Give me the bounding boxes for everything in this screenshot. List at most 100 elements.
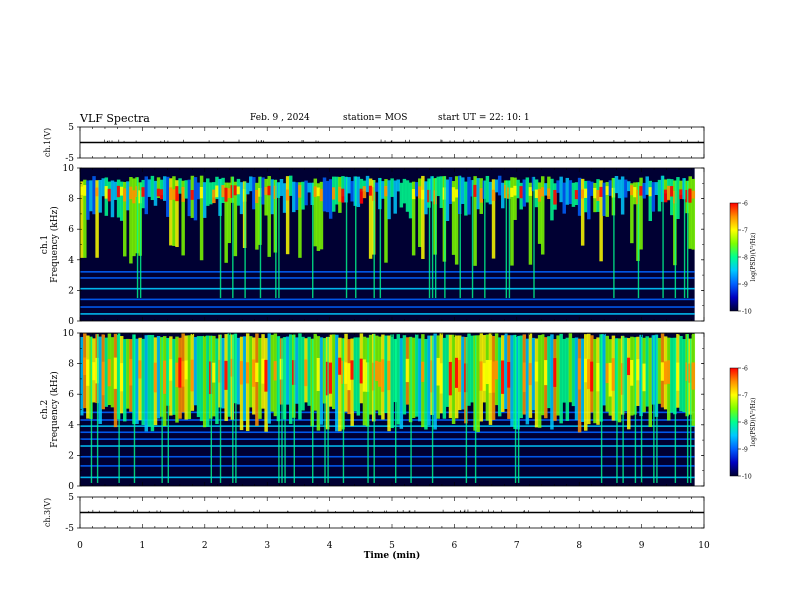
spectrogram-column xyxy=(451,334,456,425)
sferic-spike xyxy=(210,335,213,483)
emission-line xyxy=(80,438,695,440)
sferic-spike xyxy=(634,337,637,483)
colorbar-tick-label: -6 xyxy=(742,201,748,208)
spectrogram-column xyxy=(657,337,662,404)
spectrogram-hotspot xyxy=(212,189,216,204)
spectrogram-column xyxy=(387,180,391,220)
spectrogram-column xyxy=(328,179,333,219)
spectrogram-column xyxy=(461,336,465,410)
spectrogram-column xyxy=(307,182,311,193)
spectrogram-column xyxy=(491,179,496,259)
spectrogram-column xyxy=(224,182,228,263)
spectrogram-hotspot xyxy=(596,190,600,201)
date-label: Feb. 9 , 2024 xyxy=(250,113,310,123)
spectrogram-column xyxy=(199,336,204,422)
sferic-spike xyxy=(653,335,655,483)
spectrogram-hotspot xyxy=(239,361,244,385)
spectrogram-hotspot xyxy=(553,358,557,387)
sferic-spike xyxy=(637,182,640,299)
spectrogram-column xyxy=(620,176,625,215)
spectrogram-column xyxy=(150,175,155,201)
spectrogram-column xyxy=(584,334,588,431)
spectrogram-column xyxy=(411,181,416,256)
spectrogram-column xyxy=(580,178,585,246)
spectrogram-hotspot xyxy=(338,186,342,202)
spectrogram-hotspot xyxy=(123,188,127,202)
spectrogram-column xyxy=(568,180,573,205)
spectrogram-hotspot xyxy=(666,185,671,201)
spectrogram-hotspot xyxy=(587,359,591,390)
spectrogram-column xyxy=(215,338,219,425)
spectrogram-column xyxy=(451,181,456,255)
spectrogram-column xyxy=(144,176,149,215)
spectrogram-column xyxy=(147,179,152,197)
spectrogram-column xyxy=(80,336,84,416)
x-tick-label: 1 xyxy=(140,541,146,551)
colorbar xyxy=(729,367,739,477)
spectrogram-hotspot xyxy=(359,188,364,204)
spectrogram-column xyxy=(510,177,514,266)
spectrogram-column xyxy=(648,180,653,222)
spectrogram-hotspot xyxy=(116,185,121,198)
spectrogram-column xyxy=(648,337,653,427)
spectrogram-column xyxy=(559,333,563,424)
spectrogram-column xyxy=(141,338,145,426)
spectrogram-hotspot xyxy=(104,186,109,199)
spectrogram-column xyxy=(540,176,545,255)
spectrogram-hotspot xyxy=(448,361,453,396)
spectrogram-column xyxy=(347,177,351,194)
spectrogram-column xyxy=(393,180,397,214)
spectrogram-hotspot xyxy=(255,189,259,204)
spectrogram-column xyxy=(519,335,523,419)
spectrogram-hotspot xyxy=(507,361,511,388)
spectrogram-column xyxy=(513,177,517,220)
spectrogram-column xyxy=(448,177,453,204)
spectrogram-column xyxy=(206,335,210,427)
spectrogram-hotspot xyxy=(141,187,145,197)
spectrogram-hotspot xyxy=(107,359,112,387)
sferic-spike xyxy=(431,176,434,299)
spectrogram-column xyxy=(630,183,634,244)
sferic-spike xyxy=(431,335,434,483)
spectrogram-column xyxy=(399,182,404,208)
spectrogram-hotspot xyxy=(101,361,105,396)
spectrogram-hotspot xyxy=(479,361,483,391)
spectrogram-hotspot xyxy=(491,361,496,393)
colorbar-tick-label: -10 xyxy=(742,309,752,316)
spectrogram-hotspot xyxy=(679,189,683,200)
spectrogram-column xyxy=(537,182,542,244)
sferic-spike xyxy=(683,178,686,299)
spectrogram-column xyxy=(384,335,388,414)
spectrogram-hotspot xyxy=(577,358,582,390)
y-axis-label: ch.3(V) xyxy=(43,498,52,527)
emission-line xyxy=(80,298,695,301)
sferic-spike xyxy=(517,335,520,483)
y-tick-label: 0 xyxy=(68,317,74,327)
spectrogram-column xyxy=(335,334,339,432)
axes: 5 -5 ch.1(V) -6 -7 -8 -9 -10 log(PSD)(V²/Hz) 0 2 4 6… xyxy=(40,123,757,561)
spectrogram-column xyxy=(187,335,192,420)
spectrogram-column xyxy=(516,179,520,199)
sferic-spike xyxy=(686,334,689,483)
spectrogram-column xyxy=(445,179,450,221)
spectrogram-hotspot xyxy=(451,187,456,202)
spectrogram-column xyxy=(298,333,302,420)
spectrogram-column xyxy=(319,181,324,250)
spectrogram-column xyxy=(454,176,459,265)
sferic-spike xyxy=(674,337,677,483)
spectrogram-column xyxy=(206,178,210,206)
y-tick-label: 4 xyxy=(68,421,74,431)
spectrogram-hotspot xyxy=(264,187,268,195)
spectrogram-column xyxy=(285,176,290,255)
spectrogram-column xyxy=(153,180,158,206)
spectrogram-hotspot xyxy=(405,358,410,383)
spectrogram-column xyxy=(439,176,444,208)
spectrogram-hotspot xyxy=(421,189,425,200)
colorbar-tick-label: -10 xyxy=(742,474,752,481)
spectrogram-column xyxy=(169,178,173,246)
spectrogram-column xyxy=(396,179,401,192)
sferic-spike xyxy=(533,176,535,299)
emission-line xyxy=(80,465,695,467)
spectrogram-column xyxy=(381,181,385,199)
spectrogram-column xyxy=(181,180,185,256)
